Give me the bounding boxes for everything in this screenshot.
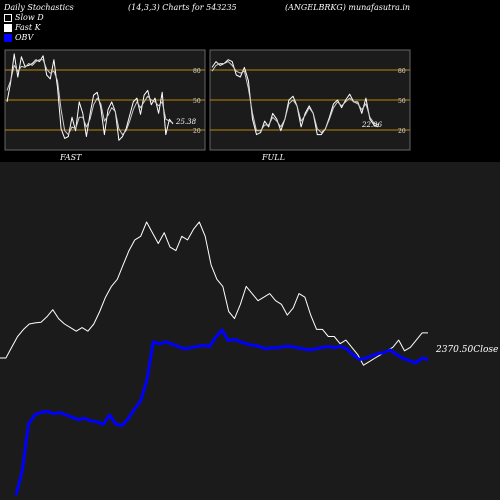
legend-obv: OBV: [4, 33, 33, 42]
close-value-label: 2370.50Close: [435, 345, 498, 355]
fast-slow-d-line: [6, 59, 174, 136]
full-slow-d-line: [211, 61, 379, 134]
legend-swatch-obv: [4, 33, 12, 42]
legend-swatch-slow-d: [4, 13, 12, 22]
full-last-value-label: 22.06: [361, 121, 383, 129]
legend-fast-k: Fast K: [4, 23, 41, 32]
fast-level-label-20: 20: [193, 128, 201, 135]
legend-label-obv: OBV: [15, 33, 34, 42]
full-panel-label: FULL: [261, 153, 285, 162]
full-level-label-20: 20: [398, 128, 406, 135]
chart-title-left: Daily Stochastics: [4, 3, 74, 12]
fast-fast-k-line: [6, 53, 174, 141]
obv-line: [14, 328, 429, 496]
full-fast-k-line: [211, 59, 379, 136]
close-price-line: [0, 221, 428, 366]
fast-level-label-50: 50: [193, 98, 201, 105]
legend-slow-d: Slow D: [4, 13, 44, 22]
chart-title-right: (ANGELBRKG) munafasutra.in: [285, 3, 411, 12]
fast-level-label-80: 80: [193, 68, 201, 75]
fast-last-value-label: 25.38: [175, 118, 197, 126]
legend-swatch-fast-k: [4, 23, 12, 32]
price-panel-background: [0, 162, 500, 500]
full-level-label-50: 50: [398, 98, 406, 105]
fast-panel-label: FAST: [59, 153, 82, 162]
full-level-label-80: 80: [398, 68, 406, 75]
chart-title-center: (14,3,3) Charts for 543235: [128, 3, 237, 12]
legend-label-fast-k: Fast K: [15, 23, 41, 32]
legend-label-slow-d: Slow D: [15, 13, 44, 22]
